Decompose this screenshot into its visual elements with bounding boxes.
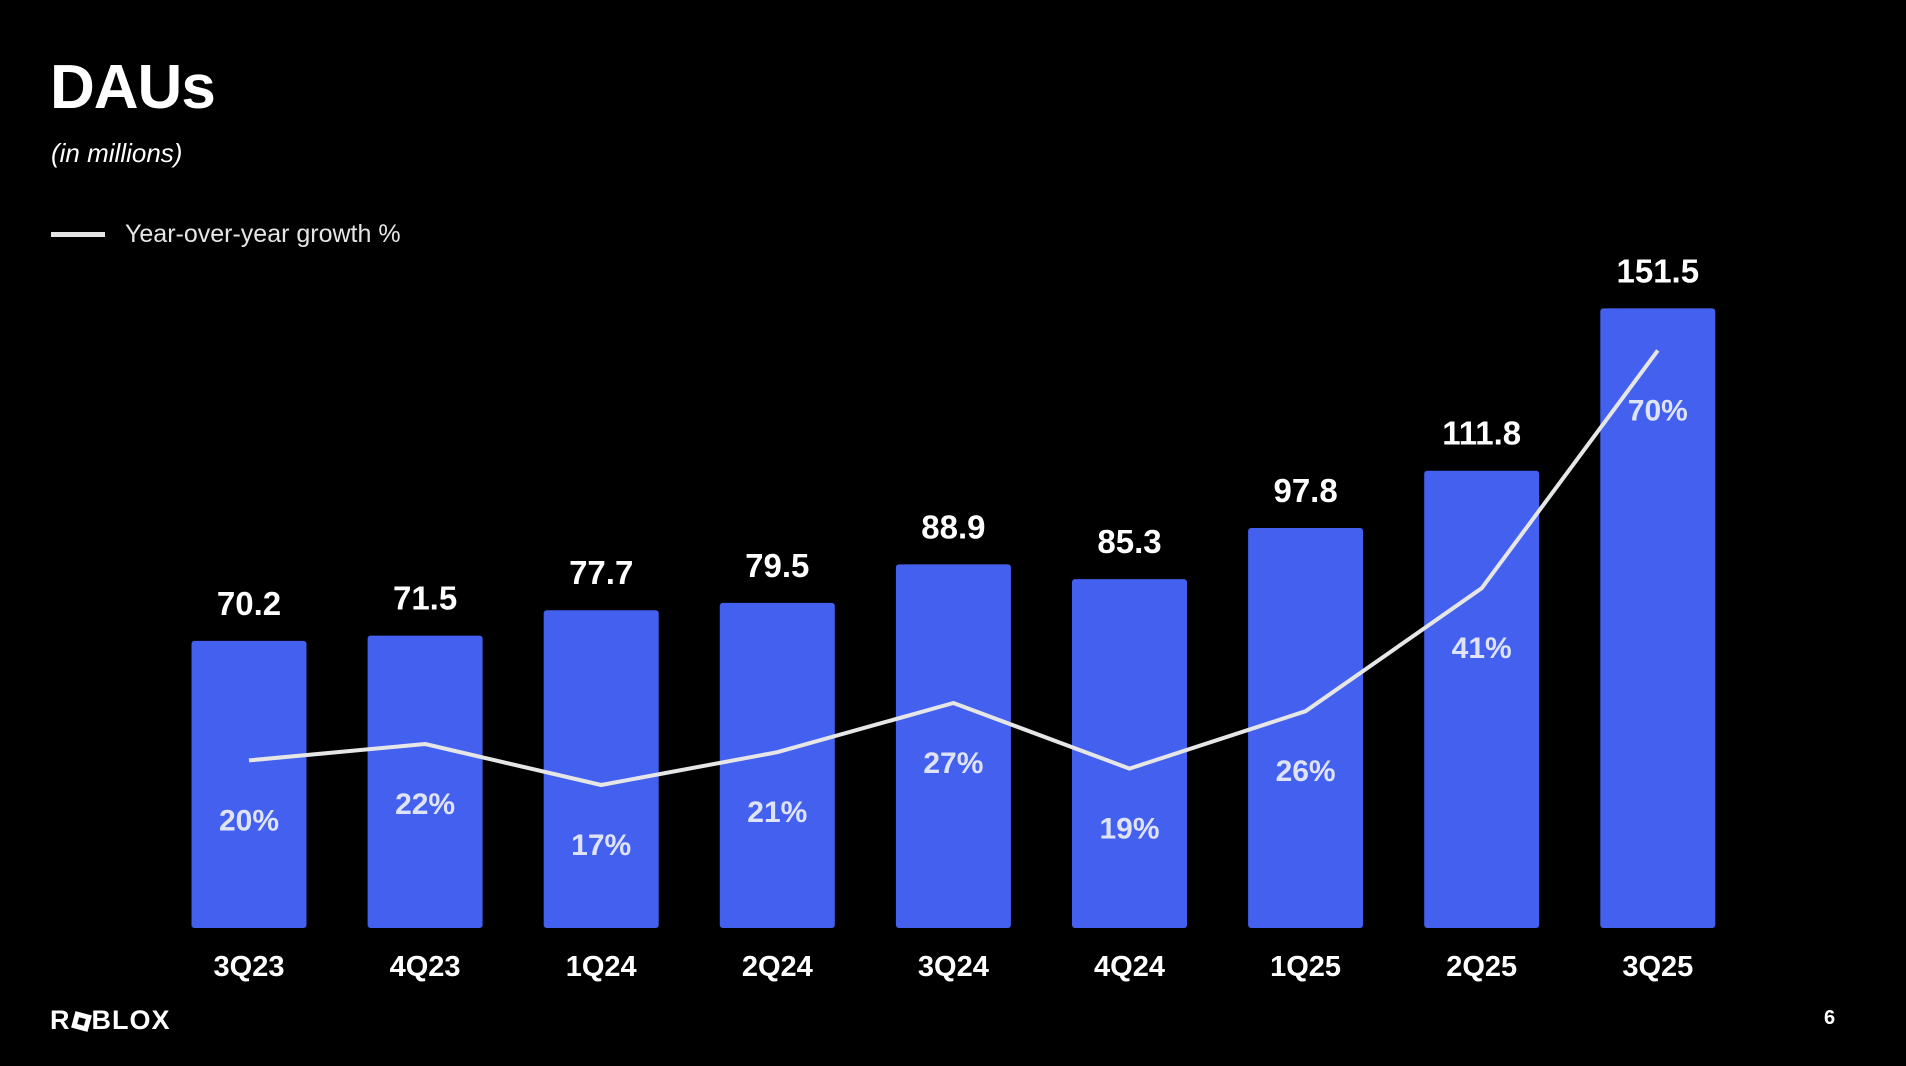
page-number: 6 <box>1824 1007 1836 1029</box>
x-tick-label: 3Q23 <box>214 951 285 983</box>
bar-value-label: 151.5 <box>1617 252 1700 289</box>
legend-line-swatch <box>51 232 105 237</box>
growth-label: 70% <box>1628 394 1688 427</box>
x-tick-label: 4Q23 <box>390 951 461 983</box>
bar-2Q24 <box>719 602 835 928</box>
x-tick-label: 2Q24 <box>742 951 813 983</box>
bar-value-label: 85.3 <box>1097 523 1161 560</box>
bar-1Q24 <box>543 610 659 928</box>
growth-label: 19% <box>1099 813 1159 846</box>
growth-label: 27% <box>923 747 983 780</box>
growth-label: 41% <box>1452 632 1512 665</box>
growth-label: 22% <box>395 788 455 821</box>
page-title: DAUs <box>50 53 216 122</box>
bar-3Q24 <box>895 564 1011 928</box>
growth-label: 17% <box>571 829 631 862</box>
bar-value-label: 77.7 <box>569 554 633 591</box>
bar-value-label: 111.8 <box>1442 415 1521 452</box>
x-tick-label: 2Q25 <box>1446 951 1517 983</box>
bar-4Q23 <box>367 635 483 928</box>
subtitle: (in millions) <box>51 138 183 168</box>
legend-label: Year-over-year growth % <box>125 220 401 248</box>
x-tick-label: 1Q24 <box>566 951 637 983</box>
growth-label: 20% <box>219 804 279 837</box>
bar-2Q25 <box>1424 470 1540 928</box>
roblox-logo: R BLOX <box>50 1005 171 1035</box>
growth-label: 26% <box>1276 755 1336 788</box>
bar-value-label: 71.5 <box>393 580 457 617</box>
bar-3Q23 <box>191 640 307 928</box>
growth-label: 21% <box>747 796 807 829</box>
x-tick-label: 1Q25 <box>1270 951 1341 983</box>
x-tick-label: 4Q24 <box>1094 951 1165 983</box>
x-tick-label: 3Q24 <box>918 951 989 983</box>
legend: Year-over-year growth % <box>51 220 401 249</box>
x-tick-label: 3Q25 <box>1622 951 1693 983</box>
growth-line <box>248 349 1660 787</box>
bar-3Q25 <box>1600 308 1716 928</box>
bar-value-label: 70.2 <box>217 585 281 622</box>
bar-value-label: 88.9 <box>921 508 985 545</box>
bar-value-label: 79.5 <box>745 547 809 584</box>
bar-4Q24 <box>1072 579 1187 928</box>
bar-value-label: 97.8 <box>1273 472 1337 509</box>
bar-1Q25 <box>1248 527 1364 928</box>
